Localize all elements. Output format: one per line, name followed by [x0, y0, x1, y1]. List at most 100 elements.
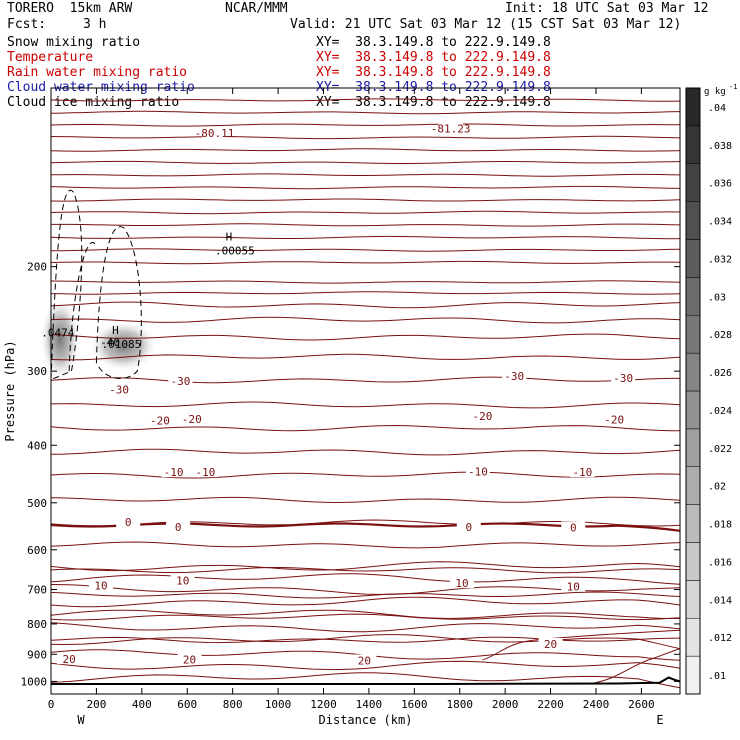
isotherm-line	[50, 613, 681, 621]
isotherm-label: -30	[170, 375, 190, 388]
field-name-cloud-ice: Cloud ice mixing ratio	[7, 95, 180, 110]
colorbar-segment	[685, 466, 701, 505]
isotherm-line	[591, 648, 681, 684]
y-tick-label: 700	[27, 584, 47, 597]
x-tick-label: 2200	[537, 698, 564, 711]
colorbar-tick-label: .022	[708, 444, 732, 455]
y-tick-label: 800	[27, 618, 47, 631]
isotherm-line	[50, 333, 681, 341]
init-time: Init: 18 UTC Sat 03 Mar 12	[505, 1, 709, 16]
isotherm-line	[50, 561, 681, 572]
isotherm-line	[50, 636, 681, 644]
colorbar-segment	[685, 125, 701, 164]
isotherm-label-bg	[561, 580, 586, 592]
isotherm-label: 10	[567, 581, 580, 594]
cloud-ice-contours	[50, 189, 142, 381]
isotherm-label: -81.23	[431, 122, 471, 135]
isotherm-line	[50, 573, 681, 585]
colorbar-segment	[685, 239, 701, 278]
colorbar-segment	[685, 428, 701, 467]
isotherm-label-bg	[57, 653, 82, 665]
x-tick-label: 0	[48, 698, 55, 711]
extremum-value: .0474	[41, 326, 74, 339]
field-xy-rain: XY= 38.3.149.8 to 222.9.149.8	[316, 65, 551, 80]
colorbar-tick-label: .024	[708, 406, 732, 417]
cloud-ice-contour	[68, 241, 97, 372]
isotherm-label: -30	[109, 383, 129, 396]
isotherm-label-bg	[116, 516, 141, 528]
isotherm-label: 20	[63, 653, 76, 666]
colorbar-border	[685, 87, 701, 695]
isotherm-line	[50, 596, 681, 608]
snow-shading-center	[89, 319, 158, 372]
isotherm-line	[482, 629, 681, 661]
isotherm-label: -80.11	[195, 127, 235, 140]
center-title: NCAR/MMM	[225, 1, 288, 16]
y-tick-label: 1000	[21, 675, 48, 688]
isotherm-label: 0	[175, 521, 182, 534]
isotherm-label-bg	[179, 412, 204, 424]
isotherm-label-bg	[456, 520, 481, 532]
isotherm-label-bg	[147, 414, 172, 426]
isotherm-label: 10	[94, 579, 107, 592]
isotherm-label-bg	[465, 465, 490, 477]
isotherm-line	[50, 135, 681, 140]
isotherm-label-bg	[570, 466, 595, 478]
colorbar-segment	[685, 277, 701, 316]
isotherm-line	[50, 401, 681, 409]
isotherm-label: 0	[570, 521, 577, 534]
terrain-layer	[51, 676, 681, 685]
x-tick-label: 2400	[583, 698, 610, 711]
isotherm-line	[50, 584, 681, 595]
isotherm-label-bg	[602, 413, 627, 425]
isotherm-label: -30	[504, 370, 524, 383]
isotherm-label: -30	[613, 372, 633, 385]
x-tick-label: 800	[223, 698, 243, 711]
colorbar-tick-label: .014	[708, 595, 732, 606]
x-axis-title: Distance (km)	[319, 713, 413, 727]
isotherm-line	[50, 148, 681, 152]
x-end-label-east: E	[656, 713, 663, 727]
field-xy-snow: XY= 38.3.149.8 to 222.9.149.8	[316, 35, 551, 50]
field-name-temperature: Temperature	[7, 50, 94, 65]
x-tick-label: 1400	[356, 698, 383, 711]
field-name-rain: Rain water mixing ratio	[7, 65, 188, 80]
model-title: TORERO 15km ARW	[7, 1, 133, 16]
valid-time: Valid: 21 UTC Sat 03 Mar 12 (15 CST Sat …	[290, 17, 682, 32]
isotherm-label: -10	[195, 466, 215, 479]
isotherm-label: 20	[544, 638, 557, 651]
colorbar-tick-label: .032	[708, 254, 732, 265]
colorbar-segment	[685, 87, 701, 127]
colorbar-tick-label: .028	[708, 330, 732, 341]
extremum-value: .01085	[102, 338, 142, 351]
isotherm-label: -10	[572, 466, 592, 479]
extremum-marker: H	[112, 324, 119, 337]
isotherm-line	[50, 235, 681, 240]
isotherm-label: 0	[125, 516, 132, 529]
colorbar-segment	[685, 315, 701, 354]
isotherm-label-bg	[352, 654, 377, 666]
isotherm-line	[50, 634, 681, 650]
isotherm-line	[50, 672, 681, 689]
isotherm-line	[51, 223, 681, 227]
colorbar-tick-label: .018	[708, 520, 732, 531]
isotherm-label: -20	[604, 414, 624, 427]
isotherm-line	[50, 316, 681, 324]
isotherm-label: 10	[455, 577, 468, 590]
colorbar-unit: g kg	[704, 87, 726, 97]
x-tick-label: 2000	[492, 698, 519, 711]
isotherm-label-bg	[470, 409, 495, 421]
colorbar-tick-label: .01	[708, 671, 726, 682]
colorbar-segment	[685, 580, 701, 619]
colorbar-segment	[685, 655, 701, 695]
isotherm-label-bg	[177, 653, 202, 665]
colorbar-tick-label: .04	[708, 103, 726, 114]
isotherm-line	[50, 280, 681, 284]
isotherm-line	[50, 496, 681, 504]
x-tick-label: 2600	[628, 698, 655, 711]
fcst-value: 3 h	[83, 17, 107, 32]
colorbar-segment	[685, 542, 701, 581]
x-tick-label: 1000	[265, 698, 292, 711]
extremum-marker: H	[226, 231, 233, 244]
isotherm-label: -10	[164, 466, 184, 479]
